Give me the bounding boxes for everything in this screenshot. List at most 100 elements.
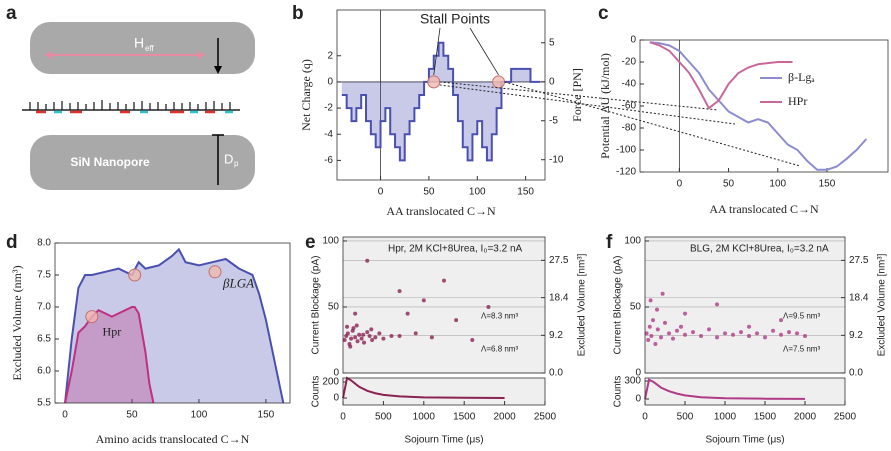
- series-line: [64, 247, 285, 404]
- y-tick-label: -40: [622, 79, 637, 90]
- x-tick-label: 0: [340, 412, 346, 423]
- scatter-point: [787, 330, 791, 335]
- y-tick-label: -20: [622, 57, 637, 68]
- y-axis-label: Potential ΔU (kJ/mol): [598, 53, 612, 159]
- scatter-point: [397, 334, 402, 339]
- y-tick-label: 8.0: [37, 238, 51, 249]
- scatter-point: [357, 332, 362, 337]
- scatter-point: [648, 298, 653, 303]
- scatter-point: [779, 332, 783, 337]
- scatter-point: [655, 307, 659, 312]
- scatter-point: [370, 337, 375, 342]
- plot-frame: [644, 377, 846, 406]
- y-tick-label: -120: [616, 167, 636, 178]
- scatter-point: [353, 335, 358, 340]
- y-tick-label: -6: [324, 155, 333, 166]
- scatter-point: [389, 334, 394, 339]
- legend-label: HPr: [788, 94, 807, 108]
- y-tick-label: 5.5: [37, 398, 51, 409]
- y-tick-label: 7.5: [37, 270, 51, 281]
- y-tick-label: 0: [635, 394, 641, 405]
- panel-label: d: [6, 232, 18, 253]
- pore-label: D: [224, 151, 233, 166]
- x-tick-label: 500: [677, 412, 694, 423]
- annotation: Hpr, 2M KCl+8Urea, I₀=3.2 nA: [388, 244, 523, 255]
- scatter-point: [683, 311, 687, 316]
- side-chains: [29, 100, 231, 110]
- y-tick-label: -4: [324, 129, 333, 140]
- plate-label: H: [134, 35, 144, 51]
- y2-axis-label: Force [PN]: [570, 68, 584, 122]
- annotation: Λ=9.5 nm³: [783, 311, 820, 320]
- y-tick-label: 7.0: [37, 302, 51, 313]
- scatter-point: [649, 334, 654, 339]
- panel-label: f: [606, 232, 613, 253]
- x-tick-label: 1500: [754, 412, 777, 423]
- plot-frame: [342, 236, 546, 374]
- y2-tick-label: 0: [549, 76, 555, 87]
- series-line: [649, 41, 793, 110]
- x-tick-label: 150: [517, 187, 534, 198]
- scatter-point: [795, 331, 799, 336]
- x-tick-label: 50: [723, 179, 735, 190]
- y-tick-label: 0: [333, 393, 339, 404]
- plot-frame: [639, 39, 889, 173]
- link-arrow: [504, 81, 801, 167]
- annotation-arrow: [433, 27, 441, 75]
- scatter-point: [679, 324, 683, 329]
- scatter-point: [675, 328, 679, 333]
- x-tick-label: 1500: [453, 412, 476, 423]
- scatter-point: [731, 332, 735, 337]
- scatter-point: [739, 330, 743, 335]
- y-tick-label: -80: [622, 123, 637, 134]
- link-arrow: [439, 84, 736, 125]
- highlight-marker: [85, 310, 99, 324]
- y-axis-label: Counts: [613, 376, 624, 408]
- x-tick-label: 500: [375, 412, 392, 423]
- plot-frame: [54, 242, 291, 404]
- scatter-point: [381, 336, 386, 341]
- scatter-point: [683, 332, 687, 337]
- highlight-marker: [128, 268, 142, 282]
- x-tick-label: 0: [62, 410, 68, 421]
- plot-background: [645, 378, 845, 405]
- bottom-plate: [30, 135, 255, 190]
- x-tick-label: 1000: [714, 412, 737, 423]
- scatter-point: [715, 335, 719, 340]
- scatter-point: [377, 331, 382, 336]
- scatter-point: [397, 289, 402, 294]
- x-tick-label: 150: [258, 410, 275, 421]
- scatter-point: [351, 326, 356, 331]
- scatter-point: [699, 334, 703, 339]
- scatter-point: [362, 340, 367, 345]
- y-tick-label: 300: [624, 376, 641, 387]
- x-tick-label: 100: [191, 410, 208, 421]
- plot-frame: [644, 236, 846, 374]
- plot-background: [343, 378, 545, 405]
- y2-tick-label: -10: [549, 154, 564, 165]
- x-axis-label: Sojourn Time (μs): [705, 435, 784, 446]
- scatter-point: [747, 324, 751, 329]
- x-axis-label: AA translocated C→N: [386, 204, 496, 218]
- plot-frame: [336, 9, 546, 181]
- x-axis-label: Sojourn Time (μs): [404, 435, 483, 446]
- scatter-point: [442, 278, 446, 283]
- scatter-point: [755, 331, 759, 336]
- annotation: Λ=6.8 nm³: [481, 344, 518, 353]
- y2-tick-label: 9.2: [549, 330, 563, 341]
- x-tick-label: 150: [819, 179, 836, 190]
- scatter-point: [647, 324, 652, 329]
- scatter-point: [365, 258, 370, 263]
- annotation: Stall Points: [420, 11, 490, 27]
- scatter-point: [653, 341, 658, 346]
- y-tick-label: 50: [328, 302, 340, 313]
- scatter-point: [646, 337, 651, 342]
- y2-tick-label: 27.5: [849, 255, 869, 266]
- x-tick-label: 2000: [794, 412, 817, 423]
- arrow-head: [198, 51, 205, 59]
- plot-background: [343, 237, 545, 373]
- series-label: βLGA: [222, 276, 254, 291]
- y-tick-label: 0: [630, 35, 636, 46]
- scatter-point: [671, 336, 675, 341]
